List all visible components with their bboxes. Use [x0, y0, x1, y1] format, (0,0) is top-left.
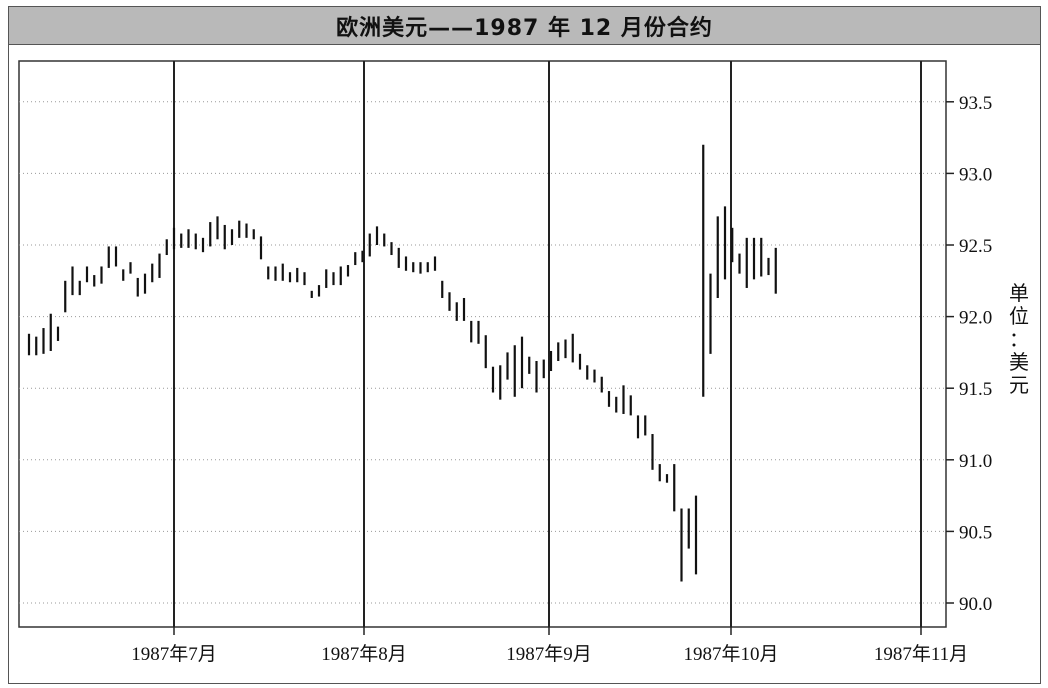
- chart-title-bar: 欧洲美元——1987 年 12 月份合约: [9, 7, 1040, 45]
- y-tick-label: 91.0: [959, 451, 992, 472]
- price-bars: [27, 144, 777, 582]
- y-axis-label: 单位：美元: [1009, 281, 1029, 397]
- y-tick-label: 90.5: [959, 522, 992, 543]
- x-tick-label: 1987年10月: [683, 643, 778, 665]
- y-axis-label-char: 美: [1009, 350, 1029, 374]
- x-tick-label: 1987年11月: [874, 643, 968, 665]
- y-axis: 90.0 90.5 91.0 91.5 92.0 92.5 93.0 93.5: [946, 93, 992, 615]
- chart-title: 欧洲美元——1987 年 12 月份合约: [336, 15, 713, 41]
- y-axis-label-char: 单: [1009, 281, 1029, 305]
- y-tick-label: 90.0: [959, 594, 992, 615]
- y-tick-label: 92.5: [959, 236, 992, 257]
- y-tick-label: 93.5: [959, 93, 992, 114]
- y-axis-label-char: 元: [1009, 373, 1029, 397]
- ohlc-chart: 90.0 90.5 91.0 91.5 92.0 92.5 93.0 93.5 1987年7月…: [18, 60, 1029, 665]
- x-tick-label: 1987年7月: [131, 643, 217, 665]
- y-tick-label: 92.0: [959, 308, 992, 329]
- plot-area: [18, 60, 947, 628]
- x-tick-label: 1987年9月: [506, 643, 592, 665]
- x-axis: 1987年7月 1987年8月 1987年9月 1987年10月 1987年11月: [131, 627, 968, 665]
- x-tick-label: 1987年8月: [321, 643, 407, 665]
- y-axis-label-char: 位: [1009, 304, 1029, 328]
- chart-frame: 欧洲美元——1987 年 12 月份合约 90.0 90.5 91.0 91.5 92.…: [8, 6, 1041, 684]
- grid-layer: [19, 61, 946, 627]
- y-tick-label: 91.5: [959, 379, 992, 400]
- y-axis-label-char: ：: [1009, 327, 1029, 351]
- y-tick-label: 93.0: [959, 164, 992, 185]
